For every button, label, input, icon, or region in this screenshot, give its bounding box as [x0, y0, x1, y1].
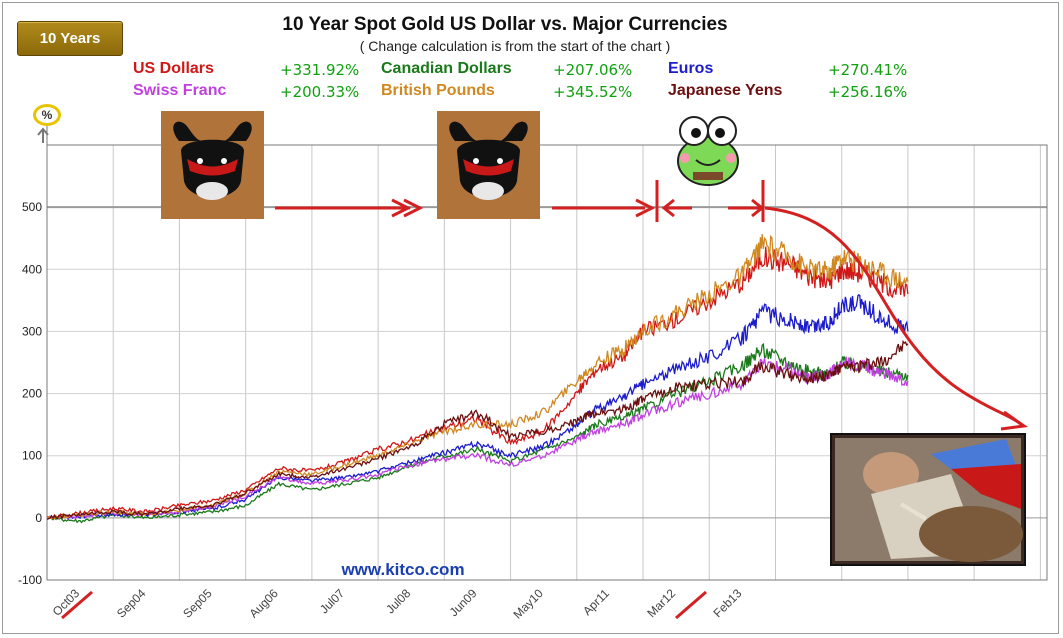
bull-body — [919, 506, 1023, 562]
red-arrow-left — [661, 198, 692, 218]
legend-british-pounds-change: +345.52% — [553, 83, 633, 101]
chart-subtitle: ( Change calculation is from the start o… — [359, 38, 671, 54]
legend-canadian-dollars-change: +207.06% — [553, 61, 633, 79]
x-axis-ticks: Oct03 Sep04 Sep05 Aug06 Jul07 Jul08 Jun09 May10… — [50, 586, 745, 622]
legend-swiss-franc: Swiss Franc — [133, 82, 227, 99]
legend-us-dollars: US Dollars — [133, 60, 214, 77]
frog-cheek — [680, 153, 690, 163]
bull-horn-right — [224, 121, 252, 141]
percent-axis-badge: % — [33, 104, 61, 126]
range-10-years-button[interactable]: 10 Years — [17, 21, 123, 56]
bull-horn-left — [449, 121, 477, 141]
matador-head — [863, 452, 919, 496]
legend-swiss-franc-change: +200.33% — [280, 83, 360, 101]
legend-canadian-dollars: Canadian Dollars — [381, 60, 512, 77]
frog-pupil — [691, 128, 701, 138]
annotations: www.kitco.com — [37, 111, 1029, 620]
series-line — [46, 339, 909, 520]
bull-snout — [196, 182, 228, 200]
bull-band — [187, 159, 238, 176]
x-tick-label: Sep05 — [180, 586, 215, 621]
bull-band — [463, 159, 514, 176]
series-line — [46, 293, 909, 521]
legend-japanese-yens-change: +256.16% — [828, 83, 908, 101]
bull-snout — [472, 182, 504, 200]
frog-cartoon-icon — [677, 116, 739, 186]
strike-mar12 — [675, 590, 707, 620]
bull-horn — [899, 502, 928, 521]
y-tick-label: -100 — [18, 573, 42, 587]
series-line — [46, 342, 909, 524]
red-curve-arrow — [764, 206, 1023, 427]
frog-cheek — [726, 153, 736, 163]
series-line — [46, 246, 909, 519]
x-tick-label: May10 — [510, 586, 546, 622]
bull-eye — [473, 158, 479, 164]
series-line — [46, 234, 909, 520]
series-line — [46, 356, 909, 520]
legend-euros-change: +270.41% — [828, 61, 908, 79]
x-tick-label: Sep04 — [114, 586, 149, 621]
bull-horn-right — [500, 121, 528, 141]
legend-us-dollars-change: +331.92% — [280, 61, 360, 79]
x-tick-label: Mar12 — [644, 586, 678, 620]
frog-mouth — [695, 159, 721, 166]
bullfighter-gored-photo — [830, 433, 1026, 566]
x-tick-label: Apr11 — [580, 586, 612, 618]
red-cape — [951, 464, 1021, 509]
y-tick-label: 200 — [22, 387, 42, 401]
double-chevron-icon — [391, 198, 424, 218]
y-tick-label: 0 — [35, 511, 42, 525]
x-tick-label: Jul08 — [383, 586, 413, 616]
series-lines — [46, 234, 909, 524]
legend-british-pounds: British Pounds — [381, 82, 495, 99]
y-tick-label: 400 — [22, 262, 42, 276]
bull-head-icon — [161, 111, 264, 219]
bull-eye — [221, 158, 227, 164]
x-tick-label: Jul07 — [317, 586, 347, 616]
frog-pupil — [715, 128, 725, 138]
y-tick-label: 500 — [22, 200, 42, 214]
y-axis-ticks: -100 0 100 200 300 400 500 — [18, 200, 42, 587]
y-tick-label: 100 — [22, 449, 42, 463]
legend-euros: Euros — [668, 60, 714, 77]
x-tick-label: Jun09 — [447, 586, 480, 619]
chart-title: 10 Year Spot Gold US Dollar vs. Major Cu… — [282, 14, 728, 35]
bull-head-icon — [437, 111, 540, 219]
watermark-text: www.kitco.com — [340, 560, 464, 579]
x-tick-label: Aug06 — [246, 586, 281, 621]
frog-belt — [693, 172, 723, 180]
strike-oct03 — [61, 590, 93, 620]
chevron-icon — [635, 198, 656, 218]
bull-eye — [197, 158, 203, 164]
up-arrow-icon — [37, 127, 49, 143]
bull-horn-left — [173, 121, 201, 141]
plot-border — [46, 125, 1048, 581]
arrowhead-icon — [1000, 410, 1029, 431]
legend-japanese-yens: Japanese Yens — [668, 82, 783, 99]
y-tick-label: 300 — [22, 324, 42, 338]
bull-eye — [497, 158, 503, 164]
red-arrow-right — [728, 198, 765, 218]
x-tick-label: Feb13 — [711, 586, 745, 620]
